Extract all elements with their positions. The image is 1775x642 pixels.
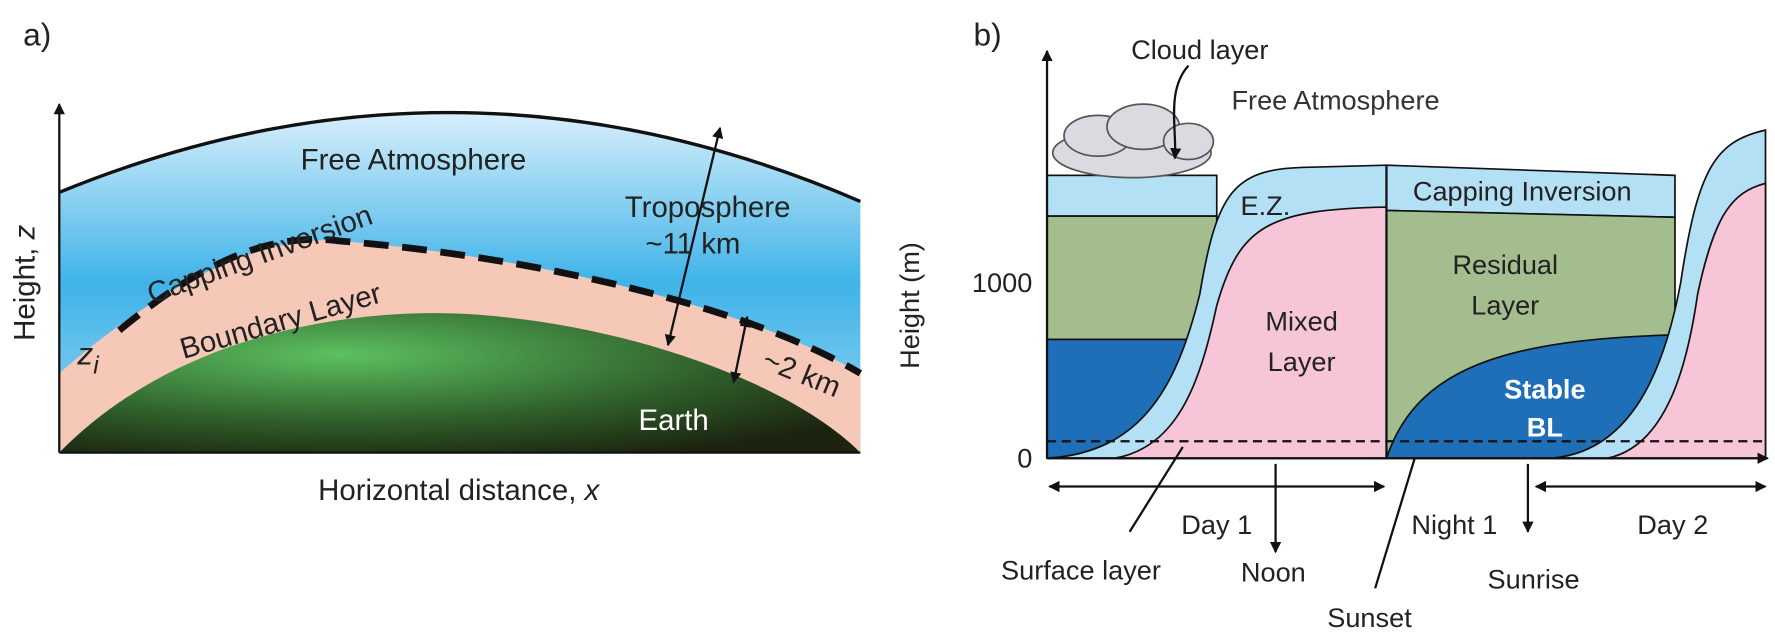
sunset-pointer: [1375, 458, 1415, 588]
surface-layer: Surface layer: [1001, 554, 1161, 585]
earth-label: Earth: [639, 404, 709, 437]
zi-symbol: z: [76, 335, 93, 371]
mixed-label: Mixed: [1265, 305, 1337, 336]
cloud-layer: Cloud layer: [1131, 34, 1268, 65]
x-axis-var: x: [583, 474, 601, 507]
cloud: [1053, 104, 1214, 178]
panel-label: b): [973, 16, 1001, 52]
capping-inversion: Capping Inversion: [1413, 175, 1632, 206]
capping-inversion-left: [1047, 175, 1217, 216]
y-axis-label: Height (m): [894, 242, 925, 369]
figure: a) Free Atmosphere Capping Inversion Bou…: [0, 0, 1775, 637]
y-axis-label: Height, z: [8, 225, 41, 341]
y-tick-label: 0: [1017, 442, 1032, 473]
troposphere: Troposphere: [625, 191, 791, 224]
page: {"panel_a": {"label": "a)", "free_atmosp…: [0, 0, 1775, 637]
panel-b: b) Cloud laye: [894, 16, 1768, 633]
mixed-label: Layer: [1268, 346, 1336, 377]
free-atmosphere: Free Atmosphere: [301, 144, 527, 177]
panel-label: a): [23, 16, 51, 52]
surface-pointer: [1130, 447, 1183, 532]
panel-a: a) Free Atmosphere Capping Inversion Bou…: [8, 16, 860, 507]
x-axis-text: Horizontal distance,: [318, 474, 576, 507]
free-atmosphere: Free Atmosphere: [1231, 85, 1439, 116]
y-axis-var: z: [8, 225, 41, 241]
residual-left: [1047, 216, 1217, 339]
period-label: Day 1: [1181, 509, 1252, 540]
y-axis-text: Height,: [8, 248, 41, 341]
sunset: Sunset: [1327, 602, 1412, 633]
y-tick-label: 1000: [972, 267, 1032, 298]
troposphere-depth: ~11 km: [645, 227, 740, 260]
noon: Noon: [1241, 557, 1306, 588]
period-label: Day 2: [1637, 509, 1708, 540]
entrainment-zone-label: E.Z.: [1241, 190, 1291, 221]
stable-label: Stable: [1504, 373, 1585, 404]
residual-label: Layer: [1471, 290, 1539, 321]
x-axis-label: Horizontal distance, x: [318, 474, 600, 507]
period-label: Night 1: [1411, 509, 1497, 540]
residual-label: Residual: [1452, 249, 1558, 280]
sunrise: Sunrise: [1488, 563, 1580, 594]
stable-label: BL: [1527, 412, 1563, 443]
